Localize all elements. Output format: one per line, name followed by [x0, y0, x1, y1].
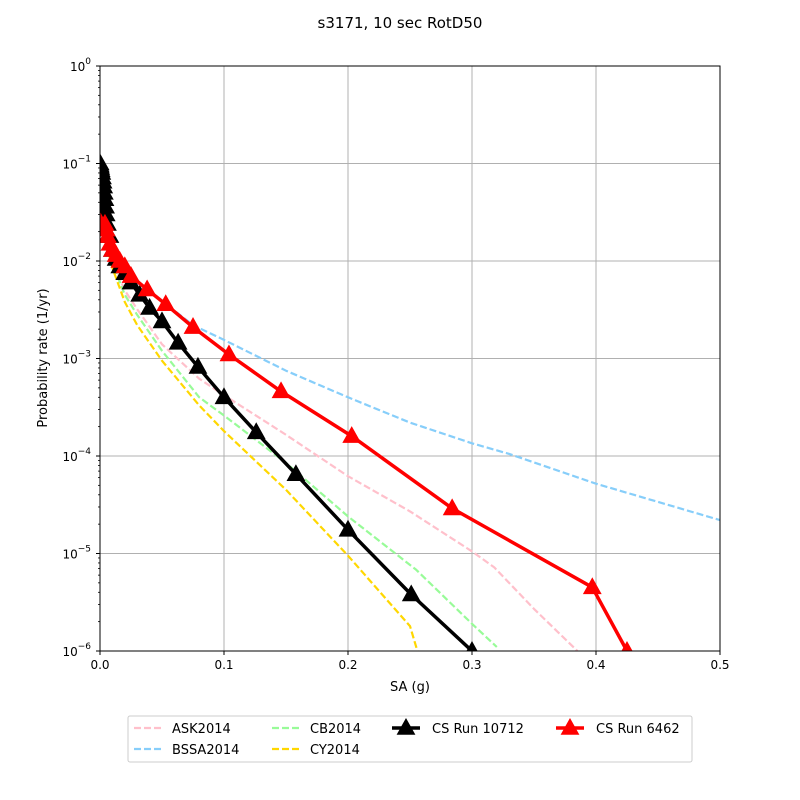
data-point [214, 387, 234, 405]
legend-label: CB2014 [310, 722, 361, 737]
y-tick-label: 10−1 [62, 155, 91, 172]
series-cy2014 [105, 243, 419, 651]
y-tick-label: 10−6 [62, 642, 91, 659]
series-line [105, 231, 720, 522]
data-point [582, 577, 602, 595]
data-point [219, 344, 239, 362]
legend-item: CY2014 [272, 743, 360, 758]
data-point [466, 640, 478, 651]
series-line [105, 235, 579, 651]
legend-label: CS Run 10712 [432, 722, 524, 737]
legend-item: CS Run 6462 [556, 717, 680, 737]
legend-item: CS Run 10712 [392, 717, 524, 737]
x-tick-label: 0.5 [710, 658, 729, 672]
data-point [442, 498, 462, 516]
data-point [156, 294, 176, 312]
x-tick-label: 0.0 [90, 658, 109, 672]
legend-label: CY2014 [310, 743, 360, 758]
data-point [621, 640, 633, 651]
x-tick-label: 0.3 [462, 658, 481, 672]
legend-box [127, 715, 693, 763]
x-tick-label: 0.4 [586, 658, 605, 672]
legend-label: ASK2014 [172, 722, 231, 737]
legend-marker [396, 717, 416, 735]
series-line [100, 163, 474, 651]
legend: ASK2014 BSSA2014 CB2014 CY2014 CS Run 10712 C… [127, 715, 693, 763]
x-tick-label: 0.1 [214, 658, 233, 672]
y-tick-label: 10−4 [62, 447, 91, 464]
data-point [183, 317, 203, 334]
legend-item: BSSA2014 [134, 743, 239, 758]
legend-label: BSSA2014 [172, 743, 239, 758]
data-point [188, 356, 208, 374]
y-tick-label: 100 [70, 57, 91, 74]
data-point [152, 311, 172, 329]
data-point [342, 426, 362, 443]
series-cs-run-6462 [100, 212, 633, 651]
data-point [115, 256, 135, 274]
data-point [168, 332, 188, 350]
series-layer [100, 153, 720, 651]
x-axis-ticks: 0.0 0.1 0.2 0.3 0.4 0.5 [90, 651, 730, 672]
y-tick-label: 10−3 [62, 350, 91, 367]
series-line [100, 220, 629, 651]
legend-item: ASK2014 [134, 722, 231, 737]
chart-title: s3171, 10 sec RotD50 [318, 14, 483, 32]
data-point [140, 297, 160, 315]
series-bssa2014 [105, 231, 720, 522]
series-line [105, 243, 419, 651]
y-tick-label: 10−2 [62, 252, 91, 269]
data-point [401, 584, 421, 602]
series-cs-run-10712 [100, 153, 478, 651]
data-point [271, 381, 291, 399]
data-point [246, 422, 266, 440]
data-point [121, 266, 141, 283]
legend-item: CB2014 [272, 722, 361, 737]
data-point [338, 519, 358, 537]
y-tick-label: 10−5 [62, 545, 91, 562]
series-line [105, 238, 498, 648]
series-cb2014 [105, 238, 498, 648]
series-ask2014 [105, 235, 579, 651]
data-point [286, 464, 306, 482]
data-point [137, 279, 157, 297]
x-axis-label: SA (g) [390, 680, 430, 695]
legend-label: CS Run 6462 [596, 722, 680, 737]
legend-marker [560, 717, 580, 735]
y-axis-ticks: 10−6 10−5 10−4 10−3 10−2 10−1 100 [62, 57, 100, 659]
x-tick-label: 0.2 [338, 658, 357, 672]
y-axis-label: Probability rate (1/yr) [36, 288, 51, 427]
